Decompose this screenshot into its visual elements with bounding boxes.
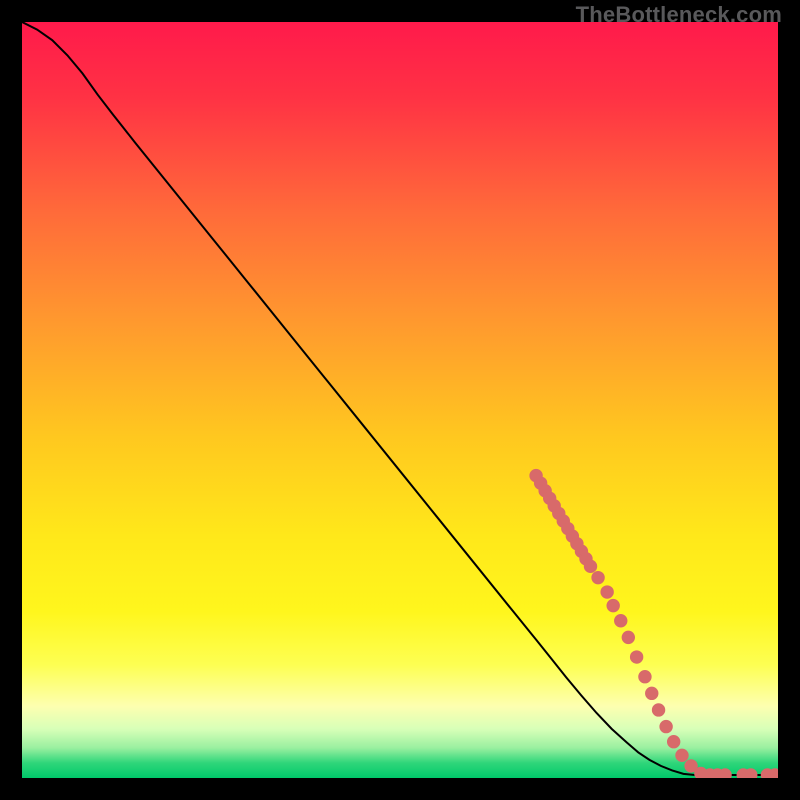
data-marker (630, 651, 642, 663)
data-marker (719, 769, 731, 778)
data-marker (607, 599, 619, 611)
data-marker (745, 769, 757, 778)
gradient-chart (22, 22, 778, 778)
data-marker (639, 671, 651, 683)
data-marker (615, 615, 627, 627)
data-marker (601, 586, 613, 598)
data-marker (592, 571, 604, 583)
data-marker (676, 749, 688, 761)
data-marker (660, 720, 672, 732)
chart-frame: TheBottleneck.com (0, 0, 800, 800)
data-marker (584, 560, 596, 572)
data-marker (667, 736, 679, 748)
data-marker (652, 704, 664, 716)
plot-area (22, 22, 778, 778)
data-marker (622, 631, 634, 643)
data-marker (646, 687, 658, 699)
chart-background (22, 22, 778, 778)
